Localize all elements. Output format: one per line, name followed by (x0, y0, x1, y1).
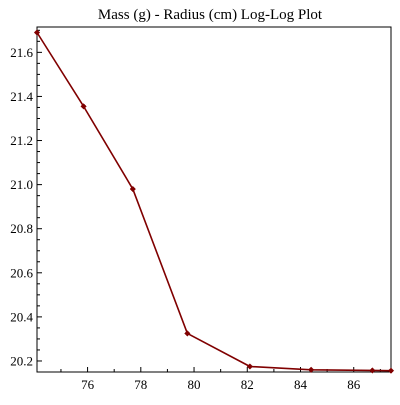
y-tick-label: 21.4 (10, 89, 33, 104)
y-tick-label: 21.2 (10, 133, 33, 148)
plot-frame (36, 26, 392, 373)
axis-ticks (37, 29, 381, 373)
data-point (33, 29, 41, 36)
x-tick-label: 82 (241, 377, 254, 392)
y-tick-label: 20.2 (10, 353, 33, 368)
data-point (184, 330, 191, 337)
x-tick-label: 78 (134, 377, 147, 392)
y-tick-label: 20.6 (10, 265, 33, 280)
data-series (33, 29, 395, 374)
x-tick-label: 80 (188, 377, 201, 392)
chart-title: Mass (g) - Radius (cm) Log-Log Plot (98, 7, 323, 23)
data-point (80, 103, 87, 110)
data-point (129, 185, 136, 193)
y-tick-label: 20.4 (10, 309, 33, 324)
axis-tick-labels: 76 78 80 82 84 86 20.2 20.4 20.6 20.8 21.0 21.2 21.4… (10, 45, 360, 392)
y-tick-label: 20.8 (10, 221, 33, 236)
data-point (307, 366, 315, 373)
data-point (387, 367, 395, 374)
data-point (246, 363, 254, 370)
series-line (36, 32, 392, 372)
x-tick-label: 84 (294, 377, 308, 392)
data-point (369, 367, 376, 374)
x-tick-label: 76 (81, 377, 95, 392)
x-tick-label: 86 (347, 377, 361, 392)
y-tick-label: 21.0 (10, 177, 33, 192)
y-tick-label: 21.6 (10, 45, 33, 60)
